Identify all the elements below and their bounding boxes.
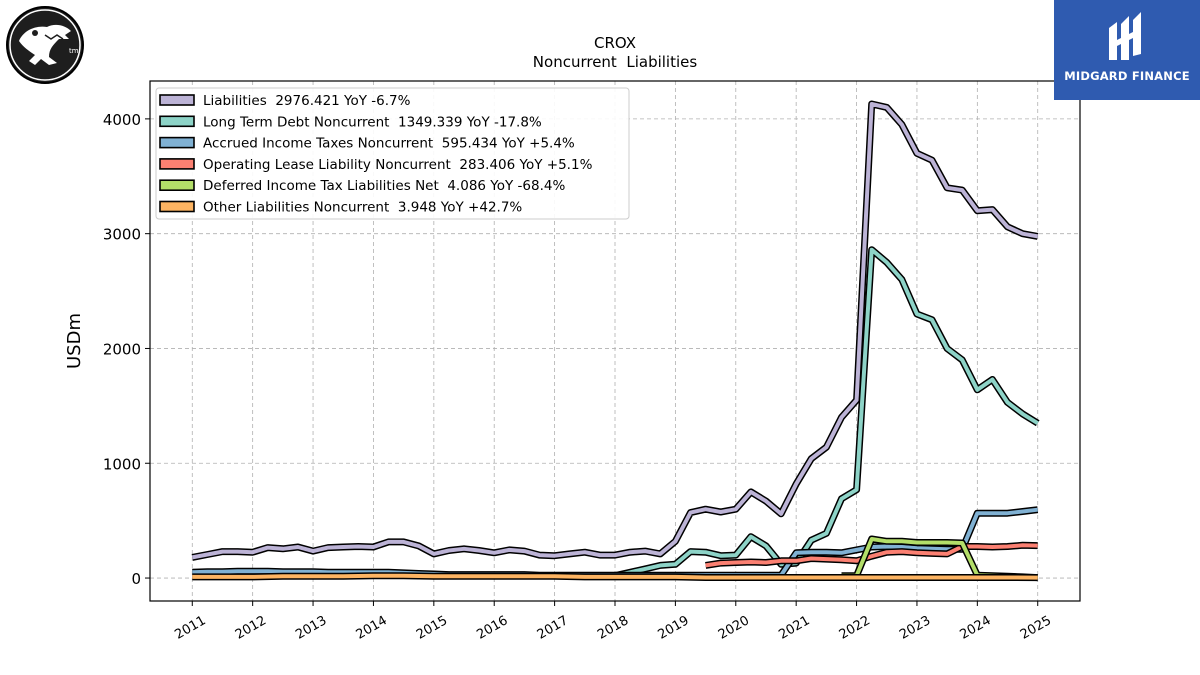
- series-line-other-liabilities-noncurrent: [192, 573, 1038, 580]
- x-tick-label: 2022: [837, 613, 873, 643]
- midgard-m-logo-icon: [1109, 12, 1141, 60]
- chart-title: CROX: [594, 34, 636, 52]
- x-tick-label: 2013: [293, 613, 329, 643]
- legend-swatch: [159, 200, 195, 213]
- x-tick-label: 2025: [1018, 613, 1054, 643]
- x-tick-label: 2019: [656, 613, 692, 643]
- x-tick-label: 2016: [474, 613, 510, 643]
- legend-swatch: [159, 115, 195, 128]
- x-tick-label: 2012: [233, 613, 269, 643]
- legend-swatch: [159, 158, 195, 170]
- x-tick-label: 2015: [414, 613, 450, 643]
- x-tick-label: 2011: [172, 613, 208, 643]
- y-tick-label: 1000: [103, 455, 141, 473]
- x-tick-label: 2014: [354, 613, 390, 643]
- legend-entry: Liabilities 2976.421 YoY -6.7%: [203, 93, 411, 109]
- legend: Liabilities 2976.421 YoY -6.7% Long Term …: [155, 87, 630, 220]
- y-tick-label: 2000: [103, 340, 141, 358]
- x-tick-label: 2023: [897, 613, 933, 643]
- brand-name: MIDGARD FINANCE: [1064, 69, 1190, 83]
- x-tick-label: 2017: [535, 613, 571, 643]
- y-tick-label: 0: [131, 570, 141, 588]
- x-tick-label: 2024: [958, 613, 994, 643]
- chart-subtitle: Noncurrent Liabilities: [533, 53, 698, 71]
- legend-entry: Other Liabilities Noncurrent 3.948 YoY +…: [203, 200, 522, 216]
- x-tick-label: 2021: [776, 613, 812, 643]
- legend-box: [155, 87, 630, 220]
- legend-entry: Deferred Income Tax Liabilities Net 4.08…: [203, 178, 565, 194]
- y-tick-label: 4000: [103, 111, 141, 129]
- midgard-finance-badge: MIDGARD FINANCE: [1054, 0, 1200, 100]
- legend-swatch: [159, 136, 195, 149]
- series-layer: [191, 100, 1040, 582]
- y-axis-label: USDm: [64, 313, 85, 369]
- x-tick-label: 2020: [716, 613, 752, 643]
- series-line-liabilities: [191, 102, 1039, 560]
- trademark-mark: tm: [69, 47, 79, 55]
- x-tick-label: 2018: [595, 613, 631, 643]
- series-line-operating-lease-liability-noncurrent: [705, 543, 1038, 568]
- legend-entry: Accrued Income Taxes Noncurrent 595.434 …: [203, 136, 575, 152]
- crocodile-logo-icon: tm: [5, 5, 85, 85]
- legend-entry: Operating Lease Liability Noncurrent 283…: [203, 157, 593, 173]
- y-tick-label: 3000: [103, 226, 141, 244]
- series-line-long-term-debt-noncurrent: [614, 247, 1039, 578]
- legend-swatch: [159, 179, 195, 191]
- legend-swatch: [159, 94, 195, 106]
- legend-entry: Long Term Debt Noncurrent 1349.339 YoY -…: [203, 114, 542, 130]
